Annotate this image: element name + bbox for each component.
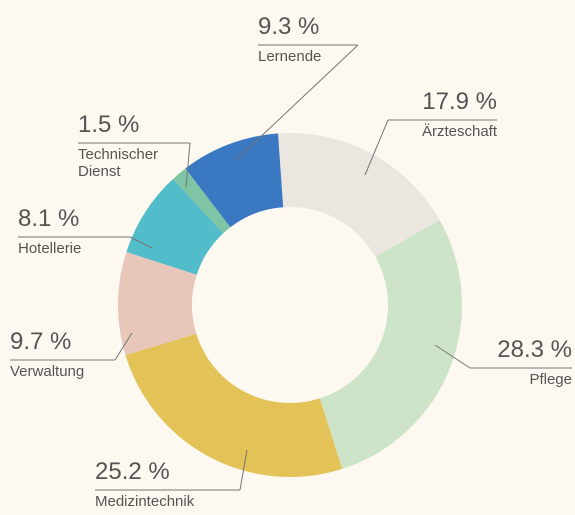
leader-line bbox=[114, 332, 133, 361]
category-label: Lernende bbox=[258, 48, 322, 65]
slice bbox=[118, 251, 197, 356]
slice bbox=[185, 133, 284, 228]
leader-line bbox=[364, 119, 389, 176]
value-label: 1.5 % bbox=[78, 111, 140, 138]
slice bbox=[126, 178, 224, 275]
value-label: 9.7 % bbox=[10, 328, 72, 355]
leader-line bbox=[434, 344, 471, 369]
value-label: 17.9 % bbox=[422, 88, 497, 115]
leader-line bbox=[185, 142, 191, 188]
value-label: 8.1 % bbox=[18, 205, 80, 232]
leader-line bbox=[129, 236, 153, 249]
leader-line bbox=[235, 44, 359, 161]
slice bbox=[278, 133, 440, 257]
slice bbox=[172, 168, 231, 234]
category-label: Ärzteschaft bbox=[421, 123, 497, 140]
slice bbox=[125, 333, 343, 477]
leader-line bbox=[239, 449, 248, 491]
category-label: Verwaltung bbox=[10, 363, 85, 380]
category-label: Hotellerie bbox=[18, 240, 82, 257]
value-label: 9.3 % bbox=[258, 13, 320, 40]
value-label: 28.3 % bbox=[497, 336, 572, 363]
category-label: Pflege bbox=[529, 371, 572, 388]
category-label: Medizintechnik bbox=[95, 493, 195, 510]
category-label: Technischer Dienst bbox=[78, 146, 159, 180]
value-label: 25.2 % bbox=[95, 458, 170, 485]
slice bbox=[319, 220, 462, 469]
